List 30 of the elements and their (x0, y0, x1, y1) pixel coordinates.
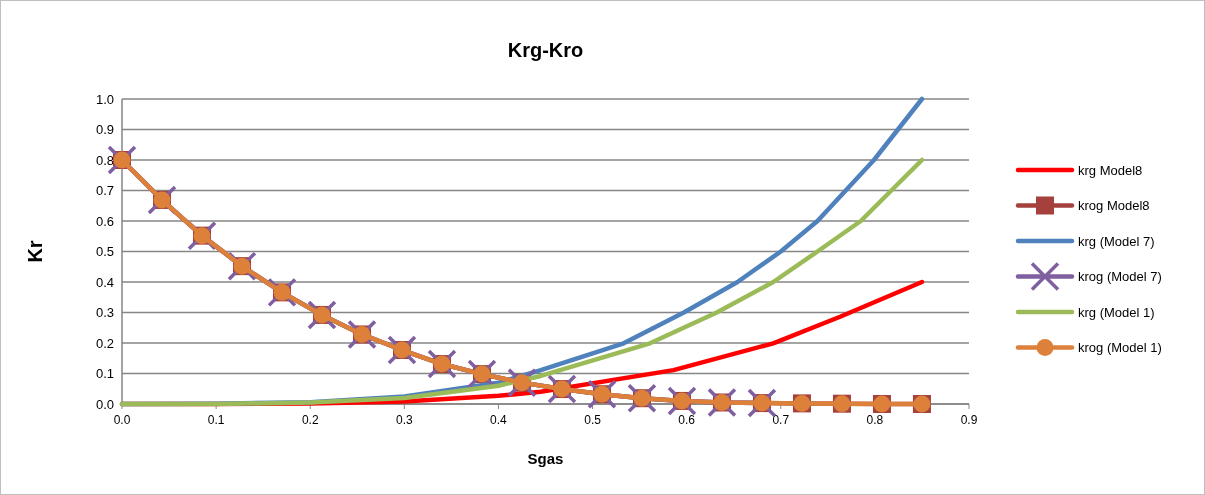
x-tick-label: 0.2 (301, 413, 319, 427)
y-tick-label: 0.0 (95, 396, 114, 412)
y-axis-title: Kr (24, 240, 46, 263)
legend-label: krog (Model 7) (1078, 269, 1162, 285)
x-tick-label: 0.1 (207, 413, 225, 427)
x-tick-label: 0.4 (490, 413, 508, 427)
x-axis-title: Sgas (527, 450, 564, 467)
legend-label: krog (Model 1) (1078, 340, 1162, 356)
chart-title: Krg-Kro (507, 39, 584, 61)
y-tick-label: 0.8 (95, 152, 114, 168)
legend-label: krg (Model 1) (1078, 304, 1155, 320)
x-tick-label: 0.3 (395, 413, 413, 427)
legend-label: krg (Model 7) (1078, 233, 1155, 249)
x-tick-label: 0.6 (678, 413, 696, 427)
y-tick-label: 0.4 (95, 274, 114, 290)
y-tick-label: 0.9 (95, 122, 114, 138)
x-tick-label: 0.7 (772, 413, 790, 427)
y-tick-label: 0.5 (95, 244, 114, 260)
legend-label: krg Model8 (1078, 162, 1143, 178)
y-tick-label: 1.0 (95, 91, 114, 107)
x-tick-label: 0.5 (584, 413, 602, 427)
y-tick-label: 0.2 (95, 335, 114, 351)
legend-label: krog Model8 (1078, 198, 1150, 214)
y-tick-label: 0.7 (95, 183, 114, 199)
y-tick-label: 0.3 (95, 305, 114, 321)
x-tick-label: 0.9 (960, 413, 978, 427)
y-tick-label: 0.6 (95, 213, 114, 229)
x-tick-label: 0.8 (866, 413, 884, 427)
y-tick-label: 0.1 (95, 366, 114, 382)
x-tick-label: 0.0 (113, 413, 131, 427)
